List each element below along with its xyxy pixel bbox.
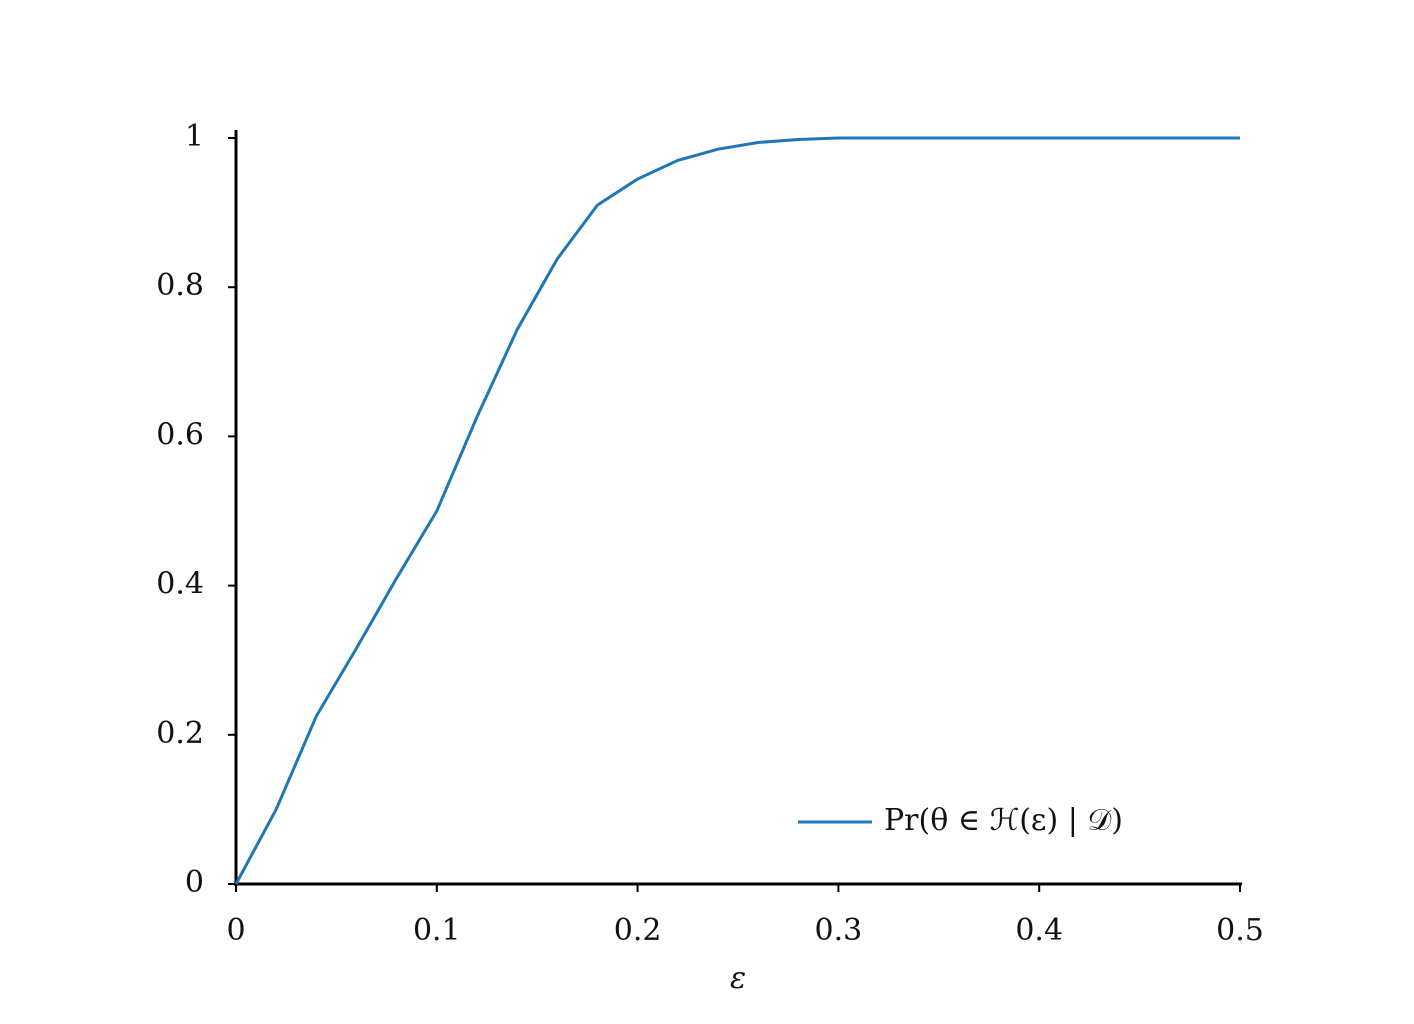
y-tick-label: 1	[185, 119, 204, 154]
y-tick-label: 0.2	[156, 716, 204, 751]
y-tick-label: 0	[185, 865, 204, 900]
legend-label: Pr(θ ∈ ℋ(ε) | 𝒟)	[884, 803, 1123, 838]
x-tick-label: 0.3	[815, 913, 863, 948]
x-axis-label: ε	[730, 961, 746, 996]
x-tick-label: 0.2	[614, 913, 662, 948]
y-tick-label: 0.4	[156, 567, 204, 602]
data-line	[234, 136, 1240, 885]
y-tick-label: 0.8	[156, 268, 204, 303]
x-tick-label: 0.4	[1015, 913, 1063, 948]
x-tick-label: 0.5	[1216, 913, 1264, 948]
x-tick-label: 0	[226, 913, 245, 948]
x-tick-label: 0.1	[413, 913, 461, 948]
y-tick-label: 0.6	[156, 417, 204, 452]
